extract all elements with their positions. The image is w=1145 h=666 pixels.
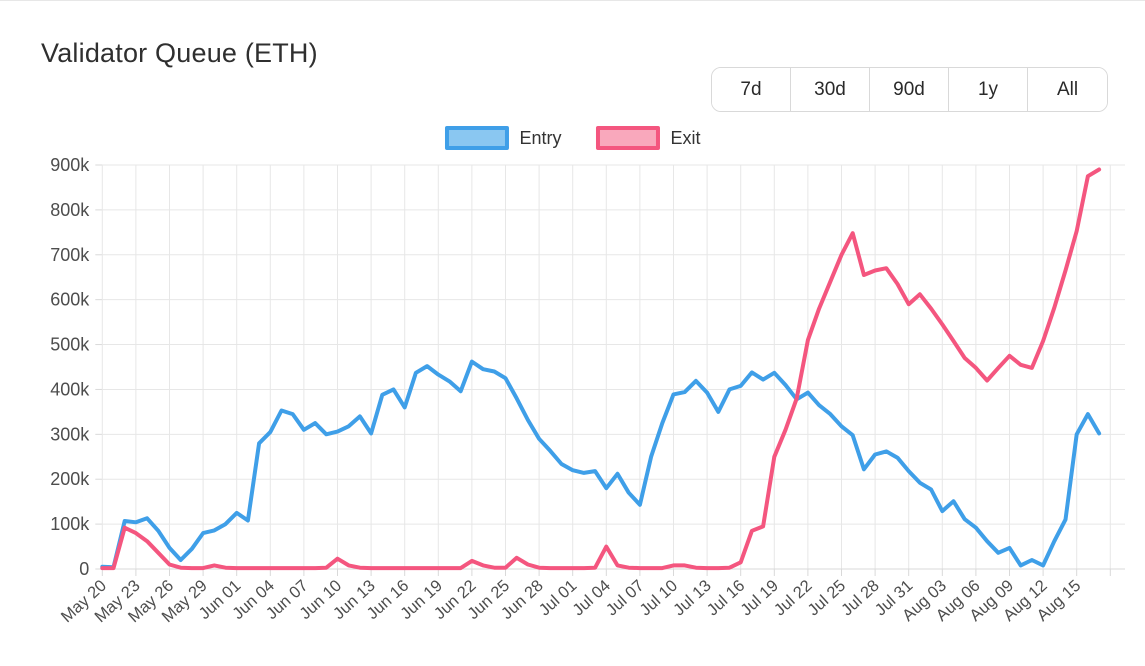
legend-item-exit[interactable]: Exit [595,126,701,150]
y-axis-label: 300k [50,424,90,444]
y-axis-label: 400k [50,379,90,399]
entry-series-swatch [444,126,509,150]
x-axis-label: Jul 22 [771,577,816,620]
y-axis-label: 0 [79,559,89,579]
range-button-30d[interactable]: 30d [791,68,870,111]
y-axis-label: 200k [50,469,90,489]
legend-item-entry[interactable]: Entry [444,126,562,150]
x-axis-label: Jul 13 [670,577,715,620]
y-axis-label: 900k [50,155,90,175]
page-title: Validator Queue (ETH) [41,38,318,69]
range-button-7d[interactable]: 7d [712,68,791,111]
y-axis-label: 100k [50,514,90,534]
y-axis-label: 700k [50,245,90,265]
time-range-button-group: 7d 30d 90d 1y All [711,67,1108,112]
x-axis-label: Jul 04 [569,577,614,620]
legend-label-exit: Exit [670,127,701,148]
x-axis-label: Jul 25 [804,577,849,620]
range-button-all[interactable]: All [1028,68,1107,111]
range-button-1y[interactable]: 1y [949,68,1028,111]
x-axis-label: Jul 07 [603,577,648,620]
x-axis-label: Jul 19 [737,577,782,620]
range-button-90d[interactable]: 90d [870,68,949,111]
y-axis-label: 800k [50,200,90,220]
y-axis-label: 600k [50,290,90,310]
chart-legend: Entry Exit [444,126,701,150]
x-axis-label: Jul 16 [704,577,749,620]
exit-series-swatch [595,126,660,150]
entry-series-line [100,359,1102,570]
x-axis-label: Jul 01 [536,577,581,620]
y-axis-label: 500k [50,335,90,355]
exit-series-line [100,167,1102,571]
x-axis-label: Jul 10 [636,577,681,620]
x-axis-label: Jul 28 [838,577,883,620]
legend-label-entry: Entry [519,127,562,148]
